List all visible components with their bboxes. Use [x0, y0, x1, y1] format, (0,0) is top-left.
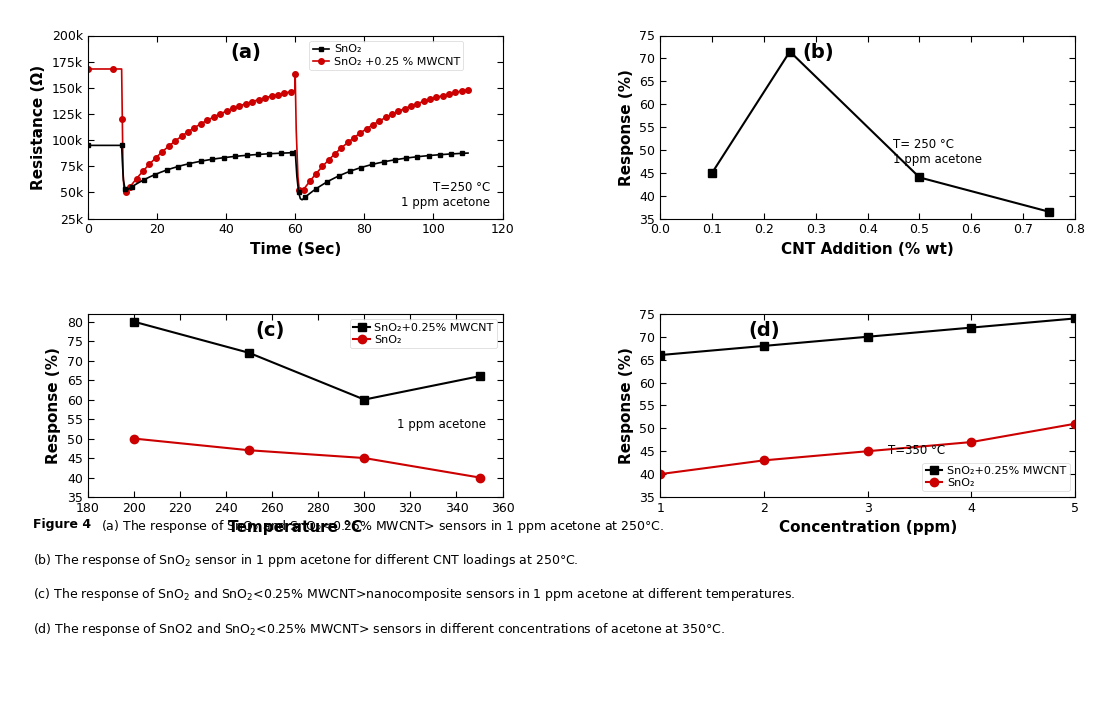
SnO₂ [180, 160, 193, 168]
SnO₂ [462, 149, 475, 158]
Y-axis label: Response (%): Response (%) [619, 69, 634, 185]
SnO₂ +0.25 % MWCNT [407, 101, 420, 109]
SnO₂+0.25% MWCNT [127, 317, 140, 326]
Line: SnO₂+0.25% MWCNT: SnO₂+0.25% MWCNT [656, 315, 1079, 359]
SnO₂ +0.25 % MWCNT [337, 142, 350, 151]
Text: T=350 °C: T=350 °C [889, 444, 946, 457]
Line: SnO₂: SnO₂ [86, 143, 471, 202]
Text: (b): (b) [802, 43, 834, 62]
SnO₂ [473, 474, 486, 482]
SnO₂ [358, 454, 371, 462]
Y-axis label: Response (%): Response (%) [46, 347, 61, 464]
SnO₂ +0.25 % MWCNT [369, 119, 382, 128]
Legend: SnO₂+0.25% MWCNT, SnO₂: SnO₂+0.25% MWCNT, SnO₂ [923, 462, 1070, 491]
SnO₂+0.25% MWCNT [242, 349, 256, 357]
Text: (b) The response of SnO$_2$ sensor in 1 ppm acetone for different CNT loadings a: (b) The response of SnO$_2$ sensor in 1 … [33, 552, 578, 569]
SnO₂ [439, 150, 452, 158]
X-axis label: Temperature °C: Temperature °C [228, 520, 362, 535]
Line: SnO₂: SnO₂ [129, 435, 484, 481]
Text: T=250 °C
1 ppm acetone: T=250 °C 1 ppm acetone [402, 182, 490, 209]
SnO₂ [654, 470, 667, 479]
SnO₂ [414, 152, 427, 160]
SnO₂+0.25% MWCNT [757, 342, 770, 350]
Text: (d) The response of SnO2 and SnO$_2$<0.25% MWCNT> sensors in different concentra: (d) The response of SnO2 and SnO$_2$<0.2… [33, 621, 725, 638]
SnO₂ [81, 141, 94, 150]
Text: 1 ppm acetone: 1 ppm acetone [397, 418, 486, 431]
SnO₂+0.25% MWCNT [358, 395, 371, 404]
SnO₂ [127, 435, 140, 443]
SnO₂+0.25% MWCNT [861, 332, 874, 341]
X-axis label: CNT Addition (% wt): CNT Addition (% wt) [781, 242, 954, 257]
SnO₂ +0.25 % MWCNT [462, 85, 475, 94]
SnO₂ +0.25 % MWCNT [207, 113, 220, 121]
Line: SnO₂ +0.25 % MWCNT: SnO₂ +0.25 % MWCNT [84, 66, 471, 195]
SnO₂+0.25% MWCNT [964, 323, 977, 332]
SnO₂ [861, 447, 874, 456]
Line: SnO₂: SnO₂ [656, 420, 1079, 479]
SnO₂+0.25% MWCNT [654, 351, 667, 359]
Text: (a) The response of SnO$_2$ and SnO$_2$<0.25% MWCNT> sensors in 1 ppm acetone at: (a) The response of SnO$_2$ and SnO$_2$<… [101, 518, 664, 535]
Text: (a): (a) [230, 43, 261, 62]
Y-axis label: Resistance (Ω): Resistance (Ω) [31, 65, 46, 190]
SnO₂ [295, 195, 308, 204]
Legend: SnO₂+0.25% MWCNT, SnO₂: SnO₂+0.25% MWCNT, SnO₂ [350, 320, 497, 349]
Legend: SnO₂, SnO₂ +0.25 % MWCNT: SnO₂, SnO₂ +0.25 % MWCNT [309, 41, 463, 70]
SnO₂ [302, 191, 315, 200]
Text: (c): (c) [256, 321, 285, 340]
Y-axis label: Response (%): Response (%) [619, 347, 634, 464]
SnO₂ [1068, 420, 1082, 428]
SnO₂ +0.25 % MWCNT [129, 175, 143, 183]
SnO₂ +0.25 % MWCNT [81, 65, 94, 73]
SnO₂ [358, 163, 371, 171]
SnO₂+0.25% MWCNT [473, 372, 486, 381]
X-axis label: Time (Sec): Time (Sec) [249, 242, 341, 257]
Text: T= 250 °C
1 ppm acetone: T= 250 °C 1 ppm acetone [893, 138, 982, 166]
SnO₂ +0.25 % MWCNT [120, 188, 133, 197]
SnO₂ [757, 456, 770, 464]
Text: Figure 4: Figure 4 [33, 518, 91, 531]
SnO₂+0.25% MWCNT [1068, 315, 1082, 323]
SnO₂ [242, 446, 256, 454]
Line: SnO₂+0.25% MWCNT: SnO₂+0.25% MWCNT [129, 317, 484, 404]
Text: (d): (d) [748, 321, 780, 340]
SnO₂ +0.25 % MWCNT [230, 102, 244, 111]
Text: (c) The response of SnO$_2$ and SnO$_2$<0.25% MWCNT>nanocomposite sensors in 1 p: (c) The response of SnO$_2$ and SnO$_2$<… [33, 586, 795, 603]
X-axis label: Concentration (ppm): Concentration (ppm) [779, 520, 957, 535]
SnO₂ [964, 438, 977, 447]
SnO₂ [291, 173, 304, 181]
